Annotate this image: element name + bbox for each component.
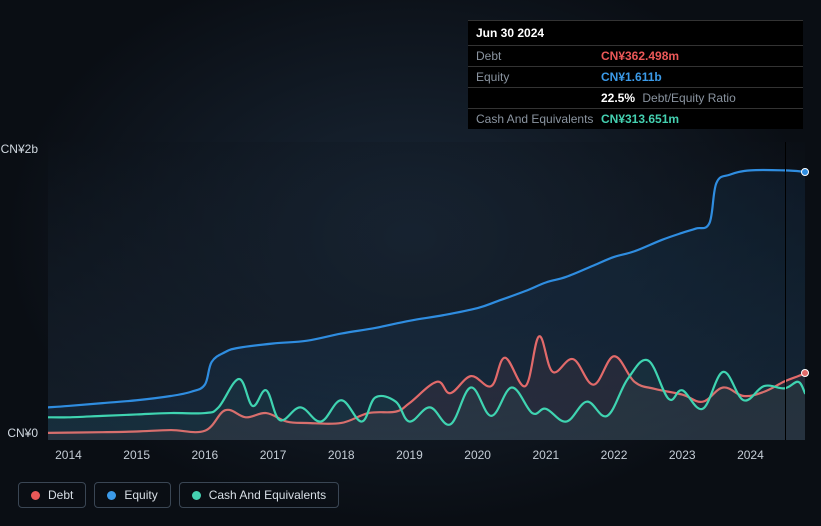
y-axis-tick: CN¥2b: [0, 142, 38, 156]
legend-dot-icon: [107, 491, 116, 500]
tooltip-row: 22.5% Debt/Equity Ratio: [468, 88, 803, 109]
data-tooltip: Jun 30 2024 DebtCN¥362.498mEquityCN¥1.61…: [468, 20, 803, 129]
cursor-line: [785, 142, 786, 440]
tooltip-row-value: CN¥313.651m: [601, 112, 679, 126]
x-axis-tick: 2020: [464, 448, 491, 462]
tooltip-row-value: CN¥1.611b: [601, 70, 662, 84]
tooltip-row: EquityCN¥1.611b: [468, 67, 803, 88]
tooltip-row-label: Cash And Equivalents: [476, 112, 601, 126]
x-axis-tick: 2022: [601, 448, 628, 462]
series-end-marker: [801, 168, 809, 176]
tooltip-row: Cash And EquivalentsCN¥313.651m: [468, 109, 803, 129]
tooltip-row-label: Debt: [476, 49, 601, 63]
tooltip-rows: DebtCN¥362.498mEquityCN¥1.611b22.5% Debt…: [468, 46, 803, 129]
legend-dot-icon: [192, 491, 201, 500]
legend: Debt Equity Cash And Equivalents: [18, 482, 339, 508]
tooltip-row-label: Equity: [476, 70, 601, 84]
x-axis-tick: 2017: [260, 448, 287, 462]
tooltip-row-value: CN¥362.498m: [601, 49, 679, 63]
tooltip-date: Jun 30 2024: [468, 21, 803, 46]
series-end-marker: [801, 369, 809, 377]
x-axis-tick: 2014: [55, 448, 82, 462]
legend-dot-icon: [31, 491, 40, 500]
chart-plot-area[interactable]: [48, 142, 805, 440]
x-axis-tick: 2021: [532, 448, 559, 462]
x-axis-tick: 2019: [396, 448, 423, 462]
x-axis: 2014 2015 2016 2017 2018 2019 2020 2021 2022 2023…: [48, 448, 805, 468]
tooltip-row-value: 22.5% Debt/Equity Ratio: [601, 91, 736, 105]
x-axis-tick: 2023: [669, 448, 696, 462]
y-axis-tick: CN¥0: [0, 426, 38, 440]
x-axis-tick: 2015: [123, 448, 150, 462]
x-axis-tick: 2024: [737, 448, 764, 462]
legend-label: Equity: [124, 488, 157, 502]
tooltip-row: DebtCN¥362.498m: [468, 46, 803, 67]
legend-item-cash-and-equivalents[interactable]: Cash And Equivalents: [179, 482, 339, 508]
tooltip-row-label: [476, 91, 601, 105]
legend-item-equity[interactable]: Equity: [94, 482, 170, 508]
x-axis-tick: 2018: [328, 448, 355, 462]
chart-svg: [48, 142, 805, 440]
legend-label: Debt: [48, 488, 73, 502]
legend-label: Cash And Equivalents: [209, 488, 326, 502]
legend-item-debt[interactable]: Debt: [18, 482, 86, 508]
x-axis-tick: 2016: [191, 448, 218, 462]
tooltip-row-extra: Debt/Equity Ratio: [639, 91, 736, 105]
